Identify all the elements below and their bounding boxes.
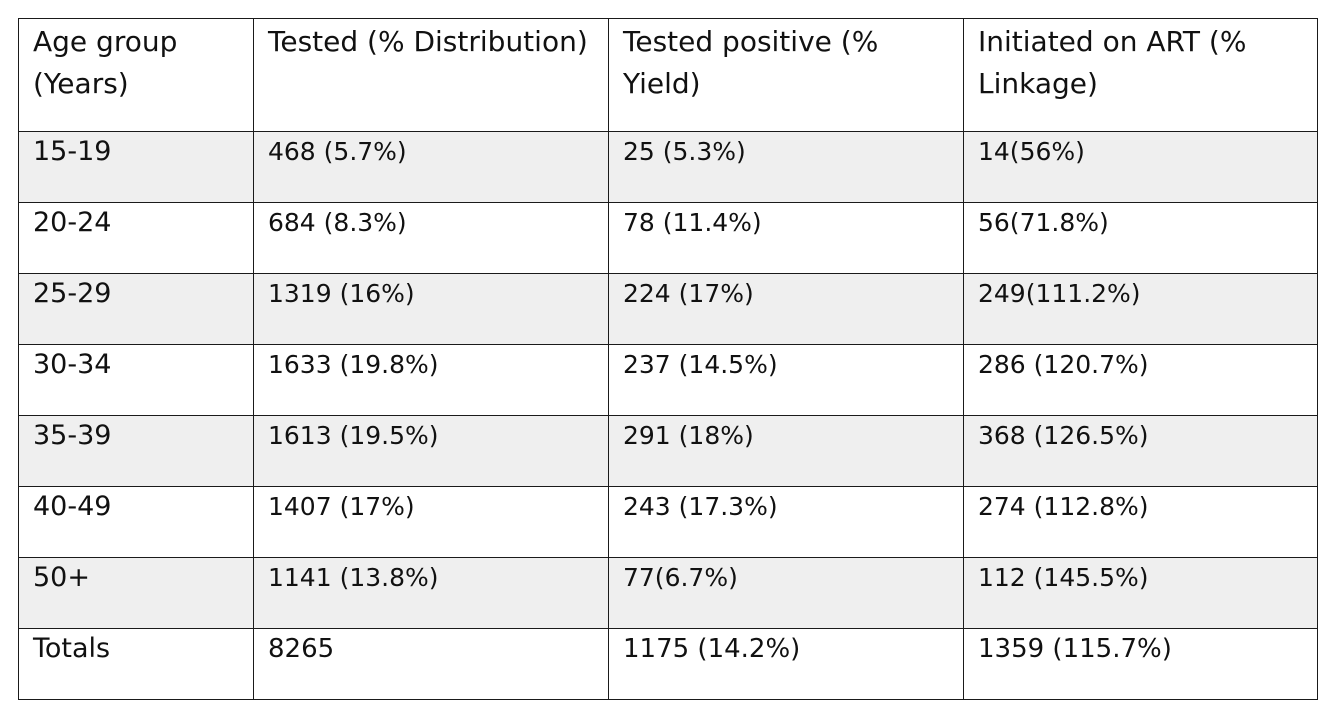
tested-positive-cell: 77(6.7%): [608, 557, 964, 629]
total-initiated-on-art-cell: 1359 (115.7%): [963, 628, 1318, 700]
header-initiated-on-art: Initiated on ART (% Linkage): [963, 18, 1318, 132]
age-group-cell: 40-49: [18, 486, 254, 558]
age-group-cell: 35-39: [18, 415, 254, 487]
tested-cell: 684 (8.3%): [253, 202, 609, 274]
table-row: 15-19 468 (5.7%) 25 (5.3%) 14(56%): [18, 131, 1318, 203]
totals-label-cell: Totals: [18, 628, 254, 700]
header-row: Age group (Years) Tested (% Distribution…: [18, 18, 1318, 132]
totals-row: Totals 8265 1175 (14.2%) 1359 (115.7%): [18, 628, 1318, 700]
total-tested-positive-cell: 1175 (14.2%): [608, 628, 964, 700]
tested-positive-cell: 224 (17%): [608, 273, 964, 345]
tested-cell: 1633 (19.8%): [253, 344, 609, 416]
tested-cell: 1319 (16%): [253, 273, 609, 345]
age-group-cell: 25-29: [18, 273, 254, 345]
initiated-on-art-cell: 112 (145.5%): [963, 557, 1318, 629]
total-tested-cell: 8265: [253, 628, 609, 700]
age-group-cell: 30-34: [18, 344, 254, 416]
tested-positive-cell: 237 (14.5%): [608, 344, 964, 416]
tested-cell: 1141 (13.8%): [253, 557, 609, 629]
age-group-cell: 20-24: [18, 202, 254, 274]
header-tested: Tested (% Distribution): [253, 18, 609, 132]
header-age-group: Age group (Years): [18, 18, 254, 132]
initiated-on-art-cell: 249(111.2%): [963, 273, 1318, 345]
initiated-on-art-cell: 368 (126.5%): [963, 415, 1318, 487]
tested-positive-cell: 291 (18%): [608, 415, 964, 487]
table-row: 50+ 1141 (13.8%) 77(6.7%) 112 (145.5%): [18, 557, 1318, 629]
tested-positive-cell: 25 (5.3%): [608, 131, 964, 203]
tested-positive-cell: 78 (11.4%): [608, 202, 964, 274]
age-group-cell: 50+: [18, 557, 254, 629]
header-tested-positive: Tested positive (% Yield): [608, 18, 964, 132]
tested-cell: 468 (5.7%): [253, 131, 609, 203]
tested-cell: 1613 (19.5%): [253, 415, 609, 487]
age-group-testing-table: Age group (Years) Tested (% Distribution…: [18, 18, 1318, 700]
table-row: 30-34 1633 (19.8%) 237 (14.5%) 286 (120.…: [18, 344, 1318, 416]
table-row: 25-29 1319 (16%) 224 (17%) 249(111.2%): [18, 273, 1318, 345]
table-row: 35-39 1613 (19.5%) 291 (18%) 368 (126.5%…: [18, 415, 1318, 487]
initiated-on-art-cell: 14(56%): [963, 131, 1318, 203]
table-row: 20-24 684 (8.3%) 78 (11.4%) 56(71.8%): [18, 202, 1318, 274]
age-group-cell: 15-19: [18, 131, 254, 203]
initiated-on-art-cell: 56(71.8%): [963, 202, 1318, 274]
initiated-on-art-cell: 286 (120.7%): [963, 344, 1318, 416]
initiated-on-art-cell: 274 (112.8%): [963, 486, 1318, 558]
tested-cell: 1407 (17%): [253, 486, 609, 558]
tested-positive-cell: 243 (17.3%): [608, 486, 964, 558]
table-row: 40-49 1407 (17%) 243 (17.3%) 274 (112.8%…: [18, 486, 1318, 558]
